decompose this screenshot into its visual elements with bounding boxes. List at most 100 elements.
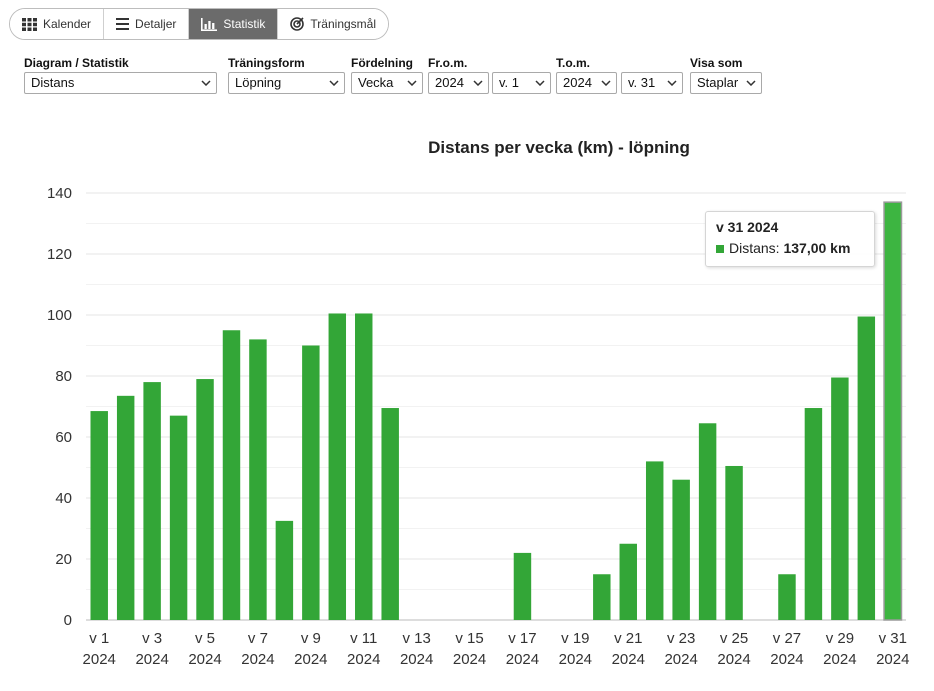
chevron-down-icon <box>667 80 677 86</box>
from-week-select[interactable]: v. 1 <box>492 72 551 94</box>
chevron-down-icon <box>407 80 417 86</box>
x-axis-ticks: v 1 2024 v 3 2024 v 5 2024 v 7 2024 v 9 2024 v 11 2… <box>83 630 910 668</box>
bar-v-10[interactable] <box>328 313 347 620</box>
bars <box>90 201 903 621</box>
display-select[interactable]: Staplar <box>690 72 762 94</box>
x-tick-label: v 29 <box>826 630 854 647</box>
diagram-select[interactable]: Distans <box>24 72 217 94</box>
form-filter: Träningsform Löpning <box>228 56 345 94</box>
x-tick-year-label: 2024 <box>506 651 539 668</box>
bar-v-6[interactable] <box>222 330 241 620</box>
target-icon <box>290 17 305 31</box>
form-label: Träningsform <box>228 56 305 70</box>
form-select[interactable]: Löpning <box>228 72 345 94</box>
chevron-down-icon <box>473 80 483 86</box>
tab-statistik-label: Statistik <box>223 17 266 31</box>
tooltip-row: Distans: 137,00 km <box>716 240 864 256</box>
from-year-select[interactable]: 2024 <box>428 72 489 94</box>
x-tick-year-label: 2024 <box>241 651 274 668</box>
bar-v-3[interactable] <box>143 382 161 620</box>
y-tick-label: 80 <box>55 368 72 385</box>
to-week-value: v. 31 <box>628 75 656 90</box>
bar-v-25[interactable] <box>725 465 743 620</box>
to-year-select[interactable]: 2024 <box>556 72 617 94</box>
tab-detaljer[interactable]: Detaljer <box>104 9 190 39</box>
distribution-select[interactable]: Vecka <box>351 72 423 94</box>
x-tick-year-label: 2024 <box>823 651 856 668</box>
gridlines <box>86 192 906 621</box>
from-filter: Fr.o.m. 2024 v. 1 <box>428 56 551 94</box>
tab-kalender-label: Kalender <box>43 17 92 31</box>
bar-v-8[interactable] <box>275 520 294 620</box>
y-tick-label: 0 <box>64 612 72 629</box>
bar-v-1[interactable] <box>90 411 108 620</box>
bar-v-7[interactable] <box>249 339 267 620</box>
x-tick-year-label: 2024 <box>559 651 592 668</box>
y-tick-label: 20 <box>55 551 72 568</box>
bar-v-24[interactable] <box>698 423 717 620</box>
x-tick-label: v 23 <box>667 630 695 647</box>
distribution-filter: Fördelning Vecka <box>351 56 423 94</box>
bar-v-28[interactable] <box>804 408 823 620</box>
from-year-value: 2024 <box>435 75 464 90</box>
x-tick-year-label: 2024 <box>612 651 645 668</box>
bar-v-12[interactable] <box>381 408 399 620</box>
tab-traningsmal-label: Träningsmål <box>310 17 376 31</box>
bar-v-23[interactable] <box>672 479 690 620</box>
tooltip-series-label: Distans: <box>729 240 780 256</box>
x-tick-label: v 11 <box>350 630 377 647</box>
x-tick-label: v 17 <box>508 630 536 647</box>
bar-v-9[interactable] <box>302 345 320 621</box>
bar-v-30[interactable] <box>857 316 876 620</box>
tab-kalender[interactable]: Kalender <box>10 9 105 39</box>
x-tick-label: v 19 <box>561 630 589 647</box>
x-tick-label: v 21 <box>614 630 642 647</box>
x-tick-label: v 15 <box>455 630 483 647</box>
tab-traningsmal[interactable]: Träningsmål <box>278 9 388 39</box>
bar-v-29[interactable] <box>831 377 849 620</box>
to-year-value: 2024 <box>563 75 592 90</box>
diagram-filter: Diagram / Statistik Distans <box>24 56 217 94</box>
distribution-label: Fördelning <box>351 56 413 70</box>
bar-v-4[interactable] <box>169 415 188 620</box>
chart-tooltip: v 31 2024 Distans: 137,00 km <box>705 211 875 267</box>
x-tick-label: v 3 <box>142 630 162 647</box>
chevron-down-icon <box>201 80 211 86</box>
bar-v-31[interactable] <box>883 201 903 621</box>
y-tick-label: 120 <box>47 246 72 263</box>
y-tick-label: 100 <box>47 307 72 324</box>
form-value: Löpning <box>235 75 282 90</box>
x-tick-label: v 1 <box>89 630 109 647</box>
bar-v-11[interactable] <box>355 313 373 620</box>
bar-v-21[interactable] <box>619 543 637 620</box>
calendar-grid-icon <box>22 17 37 31</box>
y-tick-label: 140 <box>47 185 72 202</box>
bar-v-22[interactable] <box>645 461 664 620</box>
bar-v-20[interactable] <box>593 574 611 620</box>
x-tick-year-label: 2024 <box>347 651 380 668</box>
chevron-down-icon <box>535 80 545 86</box>
bar-v-17[interactable] <box>513 552 532 620</box>
view-tabs: Kalender Detaljer Statistik Träningsmål <box>9 8 389 40</box>
y-tick-label: 40 <box>55 490 72 507</box>
x-tick-year-label: 2024 <box>294 651 327 668</box>
to-label: T.o.m. <box>556 56 591 70</box>
x-tick-year-label: 2024 <box>188 651 221 668</box>
display-filter: Visa som Staplar <box>690 56 762 94</box>
x-tick-label: v 31 <box>879 630 907 647</box>
distance-bar-chart: Distans per vecka (km) - löpning 0 20 40 60… <box>47 138 910 668</box>
to-week-select[interactable]: v. 31 <box>621 72 683 94</box>
bar-v-5[interactable] <box>196 379 214 620</box>
bar-v-27[interactable] <box>778 574 796 620</box>
tab-statistik[interactable]: Statistik <box>189 9 279 39</box>
x-tick-year-label: 2024 <box>83 651 116 668</box>
x-tick-year-label: 2024 <box>876 651 909 668</box>
tab-detaljer-label: Detaljer <box>135 17 177 31</box>
chart-title: Distans per vecka (km) - löpning <box>428 138 690 157</box>
x-tick-label: v 5 <box>195 630 215 647</box>
x-tick-label: v 7 <box>248 630 268 647</box>
bar-v-2[interactable] <box>116 395 135 620</box>
to-filter: T.o.m. 2024 v. 31 <box>556 56 683 94</box>
from-week-value: v. 1 <box>499 75 519 90</box>
series-color-swatch <box>716 245 724 253</box>
